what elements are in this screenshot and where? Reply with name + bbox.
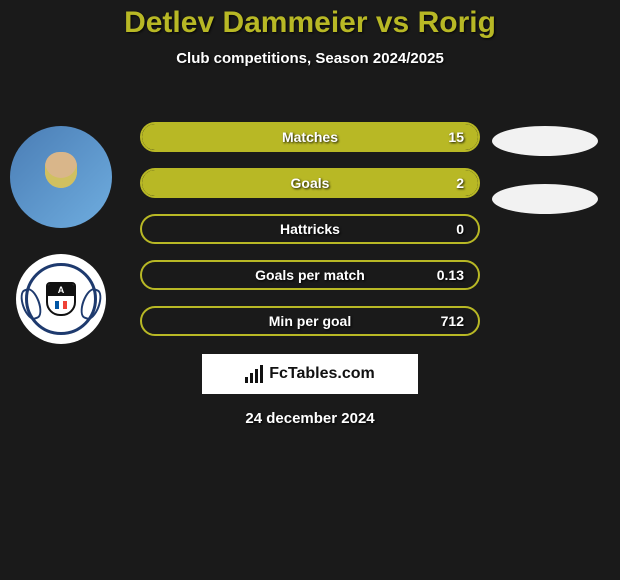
stat-row: Hattricks 0 bbox=[140, 214, 480, 244]
oval-placeholder bbox=[492, 184, 598, 214]
club-logo-wreath: A bbox=[25, 263, 97, 335]
page-title: Detlev Dammeier vs Rorig bbox=[0, 6, 620, 40]
left-column: A bbox=[10, 126, 112, 344]
stat-row: Min per goal 712 bbox=[140, 306, 480, 336]
player-avatar bbox=[10, 126, 112, 228]
club-shield-icon: A bbox=[46, 282, 76, 316]
stat-row: Goals 2 bbox=[140, 168, 480, 198]
stat-value: 712 bbox=[441, 313, 464, 329]
club-flag-icon bbox=[55, 301, 67, 309]
header: Detlev Dammeier vs Rorig Club competitio… bbox=[0, 0, 620, 67]
stat-rows: Matches 15 Goals 2 Hattricks 0 Goals per match… bbox=[140, 122, 480, 336]
stat-label: Hattricks bbox=[280, 221, 340, 237]
stat-label: Goals per match bbox=[255, 267, 365, 283]
stat-row: Matches 15 bbox=[140, 122, 480, 152]
club-shield-letter: A bbox=[48, 284, 74, 296]
subtitle: Club competitions, Season 2024/2025 bbox=[0, 50, 620, 67]
stat-value: 15 bbox=[448, 129, 464, 145]
date-text: 24 december 2024 bbox=[245, 410, 374, 427]
brand-box: FcTables.com bbox=[202, 354, 418, 394]
bar-chart-icon bbox=[245, 365, 263, 383]
brand-text: FcTables.com bbox=[269, 365, 375, 383]
stat-label: Matches bbox=[282, 129, 338, 145]
oval-placeholder bbox=[492, 126, 598, 156]
stat-row: Goals per match 0.13 bbox=[140, 260, 480, 290]
club-logo: A bbox=[16, 254, 106, 344]
stat-value: 2 bbox=[456, 175, 464, 191]
right-ovals bbox=[492, 126, 598, 214]
stat-label: Min per goal bbox=[269, 313, 351, 329]
stat-value: 0 bbox=[456, 221, 464, 237]
stat-value: 0.13 bbox=[437, 267, 464, 283]
stat-label: Goals bbox=[291, 175, 330, 191]
